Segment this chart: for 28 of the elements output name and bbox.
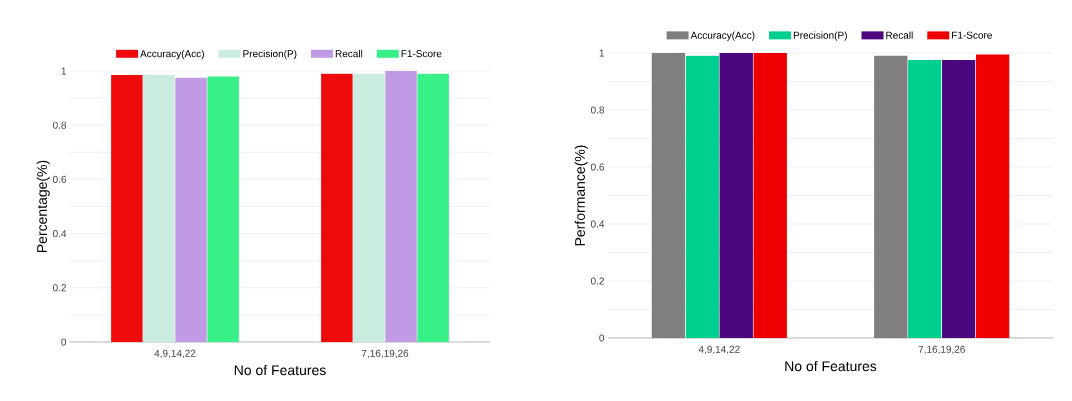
y-tick-label: 0.6: [590, 163, 605, 171]
y-tick-label: 0.4: [590, 220, 605, 228]
y-tick-label: 0.6: [52, 175, 67, 183]
y-tick-label: 0.2: [52, 284, 66, 292]
y-tick-label: 1: [599, 49, 604, 57]
y-tick-label: 0.8: [52, 121, 67, 129]
x-axis-title: No of Features: [785, 360, 877, 372]
legend-label: Precision(P): [793, 31, 847, 41]
legend-label: Recall: [335, 49, 363, 58]
y-tick-label: 0.4: [52, 230, 67, 238]
legend-label: F1-Score: [401, 50, 442, 58]
x-axis-title: No of Features: [234, 364, 326, 376]
legend-label: Precision(P): [243, 49, 297, 60]
x-tick-label: 7,16,19,26: [918, 345, 965, 355]
legend-label: Accuracy(Acc): [690, 31, 755, 41]
x-tick-label: 4,9,14,22: [154, 349, 196, 359]
x-tick-label: 7,16,19,26: [361, 349, 409, 359]
y-tick-label: 0.8: [590, 106, 605, 114]
y-tick-label: 1: [61, 67, 66, 75]
legend-label: F1-Score: [952, 31, 992, 39]
y-axis-title: Performance(%): [574, 145, 588, 246]
y-tick-label: 0.2: [590, 277, 604, 285]
y-tick-label: 0: [599, 334, 605, 342]
legend-label: Accuracy(Acc): [140, 49, 204, 60]
y-tick-label: 0: [61, 338, 67, 346]
y-axis-title: Percentage(%): [36, 160, 50, 253]
legend-label: Recall: [886, 31, 913, 39]
x-tick-label: 4,9,14,22: [698, 345, 740, 355]
